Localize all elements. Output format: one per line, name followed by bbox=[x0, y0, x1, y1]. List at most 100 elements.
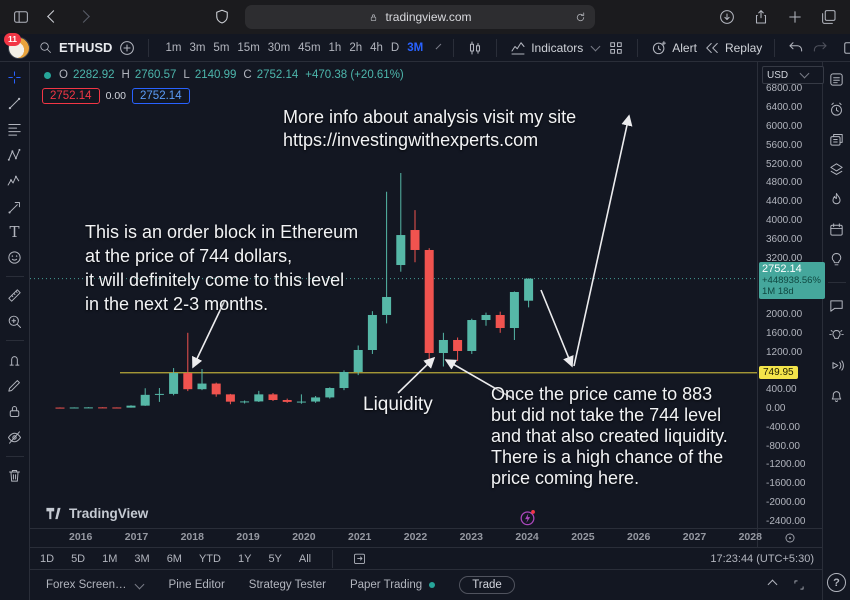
price-axis[interactable]: USD 6800.00 6400.00 6000.00 5600.00 5200.00 4… bbox=[757, 62, 825, 528]
timeframe-3m[interactable]: 3m bbox=[189, 41, 206, 54]
replay-button[interactable]: Replay bbox=[703, 39, 762, 57]
ideas-icon[interactable] bbox=[828, 251, 845, 268]
redo-icon[interactable] bbox=[811, 39, 829, 57]
timeframe-D[interactable]: D bbox=[390, 41, 400, 54]
candle-body bbox=[154, 393, 164, 395]
user-avatar[interactable]: 11 bbox=[4, 32, 30, 59]
sell-button[interactable]: 2752.14 bbox=[42, 88, 100, 104]
go-to-date-icon[interactable] bbox=[352, 551, 367, 566]
journal-icon[interactable] bbox=[828, 131, 845, 148]
sidebar-toggle-icon[interactable] bbox=[12, 8, 30, 26]
timeframe-5m[interactable]: 5m bbox=[213, 41, 230, 54]
footer-tab-paper-trading[interactable]: Paper Trading bbox=[350, 579, 436, 591]
candle-body bbox=[410, 230, 420, 250]
help-button[interactable]: ? bbox=[827, 573, 846, 592]
xabcd-pattern-icon[interactable] bbox=[6, 147, 23, 164]
timeframe-1h[interactable]: 1h bbox=[328, 41, 342, 54]
notifications-bell-icon[interactable] bbox=[828, 387, 845, 404]
magnet-icon[interactable] bbox=[6, 351, 23, 368]
price-tick: -1200.00 bbox=[766, 459, 806, 471]
watchlist-icon[interactable] bbox=[828, 71, 845, 88]
back-icon[interactable] bbox=[47, 9, 60, 23]
symbol-button[interactable]: ETHUSD bbox=[59, 40, 113, 55]
range-1D[interactable]: 1D bbox=[40, 552, 55, 565]
privacy-shield-icon[interactable] bbox=[213, 8, 231, 26]
indicators-button[interactable]: Indicators bbox=[509, 39, 601, 57]
maximize-panel-icon[interactable] bbox=[792, 578, 806, 592]
range-3M[interactable]: 3M bbox=[134, 552, 150, 565]
fib-retracement-icon[interactable] bbox=[6, 121, 23, 138]
drawing-mode-icon[interactable] bbox=[6, 377, 23, 394]
refresh-icon[interactable] bbox=[574, 11, 587, 24]
streams-icon[interactable] bbox=[828, 357, 845, 374]
indicator-templates-icon[interactable] bbox=[607, 39, 625, 57]
range-1Y[interactable]: 1Y bbox=[237, 552, 252, 565]
axis-settings-corner[interactable] bbox=[757, 529, 822, 547]
top-ideas-icon[interactable] bbox=[828, 327, 845, 344]
range-YTD[interactable]: YTD bbox=[198, 552, 221, 565]
expand-panel-icon[interactable] bbox=[767, 579, 778, 589]
candle-body bbox=[524, 278, 534, 301]
layout-icon[interactable] bbox=[841, 39, 850, 57]
brush-icon[interactable] bbox=[6, 199, 23, 216]
lock-all-icon[interactable] bbox=[6, 403, 23, 420]
text-tool-icon[interactable]: T bbox=[9, 223, 20, 241]
zoom-in-icon[interactable] bbox=[6, 313, 23, 330]
timeframe-1m[interactable]: 1m bbox=[165, 41, 182, 54]
hide-drawings-icon[interactable] bbox=[6, 429, 23, 446]
footer-tab-forex-screen-[interactable]: Forex Screen… bbox=[46, 579, 145, 591]
timeframe-45m[interactable]: 45m bbox=[298, 41, 321, 54]
currency-selector[interactable]: USD bbox=[762, 66, 824, 84]
candle-body bbox=[83, 407, 93, 409]
timeframe-30m[interactable]: 30m bbox=[267, 41, 291, 54]
candle-style-icon[interactable] bbox=[466, 39, 484, 57]
remove-drawings-icon[interactable] bbox=[6, 467, 23, 484]
calendar-icon[interactable] bbox=[828, 221, 845, 238]
emoji-icon[interactable] bbox=[6, 249, 23, 266]
new-tab-icon[interactable] bbox=[786, 8, 804, 26]
price-tick: 6000.00 bbox=[766, 121, 803, 132]
clock-label[interactable]: 17:23:44 (UTC+5:30) bbox=[710, 552, 814, 565]
buy-button[interactable]: 2752.14 bbox=[132, 88, 190, 104]
compare-icon[interactable] bbox=[118, 39, 136, 57]
timeframe-15m[interactable]: 15m bbox=[237, 41, 260, 54]
trendline-icon[interactable] bbox=[6, 95, 23, 112]
timeframe-2h[interactable]: 2h bbox=[349, 41, 363, 54]
timeframe-3M[interactable]: 3M bbox=[407, 41, 424, 54]
time-axis[interactable]: 2016 2017 2018 2019 2020 2021 2022 2023 2024 2025… bbox=[30, 528, 822, 547]
chart-pane[interactable]: O 2282.92 H 2760.57 L 2140.99 C 2752.14 +470.38… bbox=[30, 62, 757, 528]
candle-body bbox=[254, 394, 264, 402]
measure-icon[interactable] bbox=[6, 287, 23, 304]
share-icon[interactable] bbox=[752, 8, 770, 26]
hotlists-icon[interactable] bbox=[828, 191, 845, 208]
events-marker-icon[interactable] bbox=[518, 508, 537, 528]
range-1M[interactable]: 1M bbox=[102, 552, 118, 565]
spread-value: 0.00 bbox=[105, 90, 127, 102]
candle-body bbox=[112, 407, 122, 409]
market-status-dot bbox=[44, 71, 51, 79]
range-All[interactable]: All bbox=[298, 552, 312, 565]
timeframe-4h[interactable]: 4h bbox=[370, 41, 383, 54]
tab-overview-icon[interactable] bbox=[820, 8, 838, 26]
timeframe-menu-icon[interactable] bbox=[435, 43, 442, 50]
footer-tab-pine-editor[interactable]: Pine Editor bbox=[169, 579, 225, 591]
alert-clock-icon bbox=[653, 40, 667, 54]
downloads-icon[interactable] bbox=[718, 8, 736, 26]
alerts-clock-icon[interactable] bbox=[828, 101, 845, 118]
ohlc-legend[interactable]: O 2282.92 H 2760.57 L 2140.99 C 2752.14 +470.38… bbox=[44, 69, 406, 81]
range-6M[interactable]: 6M bbox=[166, 552, 182, 565]
axis-settings-icon bbox=[785, 533, 795, 543]
forward-icon[interactable] bbox=[77, 9, 90, 23]
undo-icon[interactable] bbox=[787, 39, 805, 57]
elliott-wave-icon[interactable] bbox=[6, 173, 23, 190]
crosshair-icon[interactable] bbox=[6, 69, 23, 86]
address-bar[interactable]: tradingview.com bbox=[245, 5, 595, 29]
object-tree-icon[interactable] bbox=[828, 161, 845, 178]
tradingview-logo-icon bbox=[46, 507, 61, 520]
footer-tab-trade[interactable]: Trade bbox=[459, 576, 515, 594]
range-5Y[interactable]: 5Y bbox=[268, 552, 282, 565]
alert-button[interactable]: Alert bbox=[650, 39, 697, 57]
range-5D[interactable]: 5D bbox=[71, 552, 86, 565]
chat-icon[interactable] bbox=[828, 297, 845, 314]
footer-tab-strategy-tester[interactable]: Strategy Tester bbox=[249, 579, 326, 591]
